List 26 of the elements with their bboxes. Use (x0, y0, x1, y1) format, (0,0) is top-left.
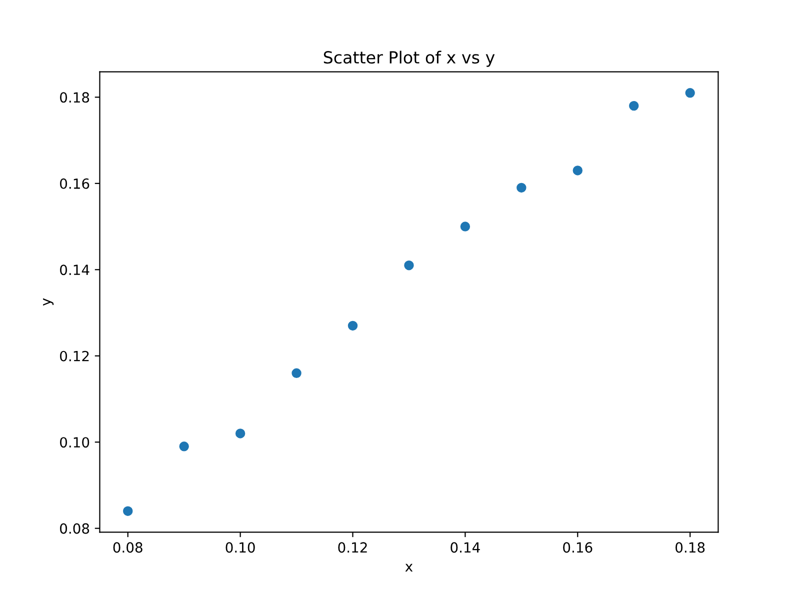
x-tick-label: 0.18 (676, 542, 705, 553)
x-tick-label: 0.08 (113, 542, 142, 553)
y-tick-label: 0.14 (60, 264, 90, 276)
point (235, 428, 246, 438)
y-tick-label: 0.08 (60, 523, 90, 534)
y-tick-label: 0.18 (60, 92, 90, 103)
x-axis-title: x (405, 564, 413, 572)
chart-title: Scatter Plot of x vs y (324, 50, 495, 67)
x-tick-label: 0.12 (338, 542, 367, 553)
x-tick-label: 0.14 (450, 542, 480, 553)
point (629, 100, 639, 111)
y-axis-title: y (43, 298, 54, 306)
point (179, 442, 189, 452)
y-tick-label: 0.16 (60, 178, 90, 189)
point (404, 260, 414, 270)
x-tick-label: 0.10 (226, 542, 255, 553)
point (572, 166, 583, 176)
point (460, 222, 470, 232)
y-tick-label: 0.12 (60, 350, 89, 362)
point (516, 182, 526, 193)
point (685, 88, 695, 98)
point (348, 320, 358, 331)
x-tick-label: 0.16 (563, 542, 592, 553)
y-tick-label: 0.10 (60, 437, 90, 448)
point (292, 368, 302, 378)
point (123, 506, 133, 516)
